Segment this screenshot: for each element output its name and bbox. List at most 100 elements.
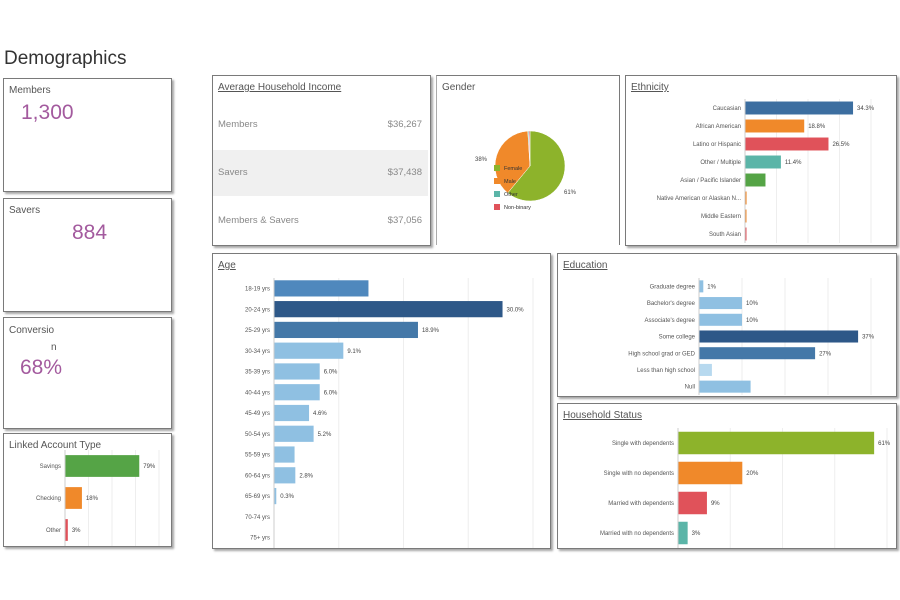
bar bbox=[745, 101, 854, 115]
legend-label: Other bbox=[504, 192, 518, 198]
bar bbox=[274, 384, 320, 401]
category-label: Bachelor's degree bbox=[647, 301, 696, 307]
gender-chart: 61% 38% Female Male Other Non-binary bbox=[475, 130, 577, 211]
category-label: 65-69 yrs bbox=[245, 494, 270, 500]
bar bbox=[274, 363, 320, 380]
legend-label: Female bbox=[504, 166, 522, 172]
data-label: 79% bbox=[143, 464, 156, 470]
bar bbox=[65, 519, 68, 541]
data-label: 5.2% bbox=[318, 432, 332, 438]
data-label: 11.4% bbox=[785, 160, 802, 166]
legend-swatch bbox=[494, 178, 500, 184]
data-label: 6.0% bbox=[324, 370, 338, 376]
income-row-members-savers: Members & Savers $37,056 bbox=[213, 198, 428, 244]
data-label: 4.6% bbox=[313, 411, 327, 417]
category-label: Some college bbox=[659, 335, 696, 341]
bar bbox=[699, 380, 751, 393]
bar bbox=[745, 155, 781, 169]
bar bbox=[274, 342, 344, 359]
members-value: 1,300 bbox=[21, 101, 74, 124]
data-label: 2.8% bbox=[299, 473, 313, 479]
conversion-label-wrap: n bbox=[51, 342, 57, 353]
legend-swatch bbox=[494, 204, 500, 210]
category-label: 30-34 yrs bbox=[245, 349, 270, 355]
category-label: Checking bbox=[36, 496, 61, 502]
data-label: 38% bbox=[475, 157, 488, 163]
bar bbox=[274, 301, 503, 318]
income-row-label: Members & Savers bbox=[218, 215, 299, 226]
data-label: 27% bbox=[819, 351, 832, 357]
bar bbox=[65, 455, 140, 477]
savers-label: Savers bbox=[9, 205, 41, 216]
page-title: Demographics bbox=[4, 48, 127, 69]
members-card: Members 1,300 bbox=[3, 78, 172, 192]
data-label: 37% bbox=[862, 335, 875, 341]
category-label: Middle Eastern bbox=[701, 214, 741, 220]
data-label: 20% bbox=[746, 471, 759, 477]
data-label: 30.0% bbox=[507, 307, 525, 313]
education-chart: Graduate degree 1% Bachelor's degree 10% Ass… bbox=[628, 278, 875, 395]
data-label: 3% bbox=[72, 528, 81, 534]
savers-card: Savers 884 bbox=[3, 198, 172, 312]
bar bbox=[65, 487, 82, 509]
bar bbox=[745, 209, 747, 223]
bar bbox=[699, 363, 712, 376]
income-row-value: $37,438 bbox=[387, 167, 422, 178]
bar bbox=[699, 330, 859, 343]
bar bbox=[678, 461, 743, 485]
bar bbox=[678, 521, 688, 545]
data-label: 34.3% bbox=[857, 106, 875, 112]
category-label: 45-49 yrs bbox=[245, 411, 270, 417]
category-label: Married with dependents bbox=[608, 501, 674, 507]
category-label: 35-39 yrs bbox=[245, 370, 270, 376]
income-row-members: Members $36,267 bbox=[213, 102, 428, 148]
age-title: Age bbox=[218, 260, 236, 271]
conversion-value: 68% bbox=[20, 356, 63, 379]
category-label: 60-64 yrs bbox=[245, 473, 270, 479]
conversion-card: Conversio n 68% bbox=[3, 317, 172, 429]
legend-swatch bbox=[494, 165, 500, 171]
category-label: South Asian bbox=[709, 232, 741, 238]
category-label: 40-44 yrs bbox=[245, 390, 270, 396]
data-label: 6.0% bbox=[324, 390, 338, 396]
legend-label: Non-binary bbox=[504, 205, 531, 211]
income-row-savers: Savers $37,438 bbox=[213, 150, 428, 196]
category-label: 50-54 yrs bbox=[245, 432, 270, 438]
household-title: Household Status bbox=[563, 410, 642, 421]
category-label: Married with no dependents bbox=[600, 531, 674, 537]
category-label: 70-74 yrs bbox=[245, 515, 270, 521]
bar bbox=[678, 491, 707, 515]
category-label: Less than high school bbox=[637, 368, 695, 374]
category-label: 75+ yrs bbox=[250, 536, 270, 542]
bar bbox=[745, 227, 747, 241]
gender-title: Gender bbox=[442, 82, 476, 93]
category-label: Associate's degree bbox=[644, 318, 695, 324]
income-row-value: $37,056 bbox=[387, 215, 422, 226]
pie-slice bbox=[528, 130, 531, 167]
income-row-label: Savers bbox=[218, 167, 248, 178]
data-label: 26.5% bbox=[832, 142, 850, 148]
pie-slice bbox=[494, 130, 531, 194]
ethnicity-title: Ethnicity bbox=[631, 82, 669, 93]
category-label: 18-19 yrs bbox=[245, 286, 270, 292]
income-title: Average Household Income bbox=[218, 82, 342, 93]
bar bbox=[274, 425, 314, 442]
household-panel: Household Status Single with dependents 6… bbox=[557, 403, 897, 549]
category-label: High school grad or GED bbox=[628, 351, 695, 357]
education-panel: Education Graduate degree 1% Bachelor's de… bbox=[557, 253, 897, 397]
bar bbox=[699, 313, 742, 326]
age-panel: Age 18-19 yrs 20-24 yrs 30.0% 25-29 yrs 18.9… bbox=[212, 253, 551, 549]
bar bbox=[745, 191, 747, 205]
data-label: 10% bbox=[746, 318, 759, 324]
linked-account-panel: Linked Account Type Savings 79% Checking 18… bbox=[3, 433, 172, 547]
bar bbox=[274, 446, 295, 463]
income-row-label: Members bbox=[218, 119, 258, 130]
pie-slice bbox=[507, 130, 566, 202]
category-label: Native American or Alaskan N... bbox=[657, 196, 742, 202]
data-label: 61% bbox=[564, 190, 577, 196]
bar bbox=[699, 280, 704, 293]
bar bbox=[274, 467, 296, 484]
bar bbox=[745, 173, 766, 187]
category-label: 55-59 yrs bbox=[245, 453, 270, 459]
data-label: 18.8% bbox=[808, 124, 826, 130]
